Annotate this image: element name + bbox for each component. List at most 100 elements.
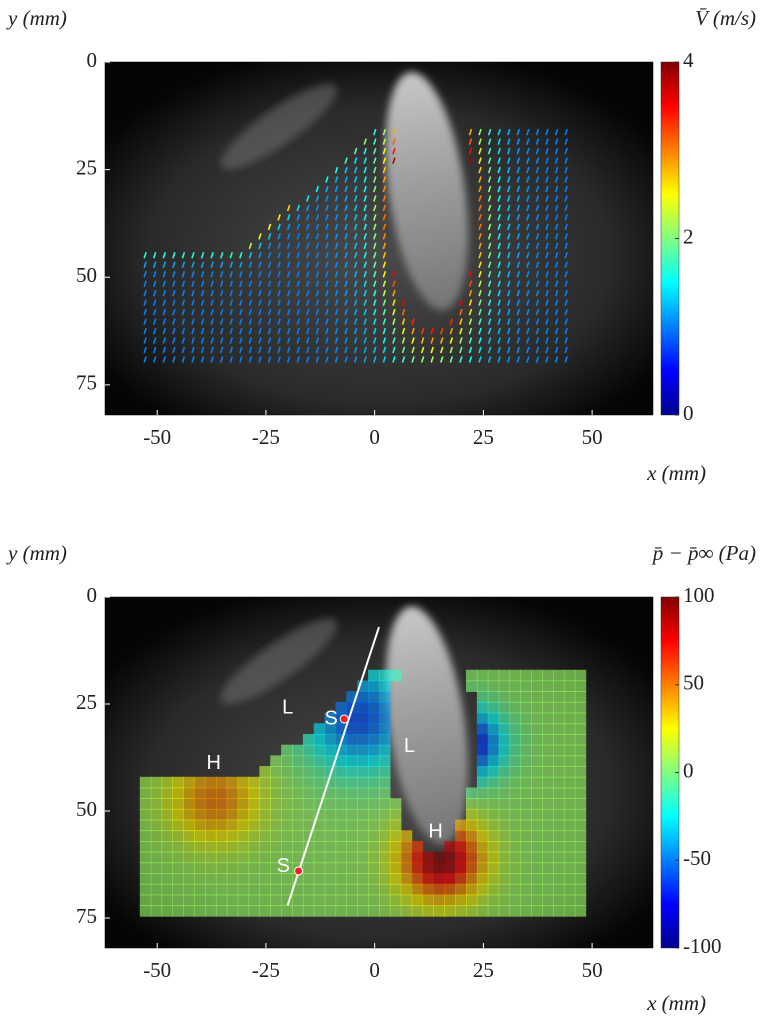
pressure-cell	[379, 787, 391, 799]
velocity-vector	[248, 299, 253, 306]
velocity-vector	[162, 261, 167, 269]
pressure-cell	[574, 862, 587, 874]
pressure-cell	[161, 787, 174, 799]
velocity-vector	[334, 280, 339, 287]
pressure-cell	[487, 883, 500, 896]
pressure-cell	[357, 894, 369, 906]
velocity-vector	[200, 299, 205, 306]
velocity-vector	[497, 299, 501, 306]
velocity-vector	[239, 308, 243, 316]
annotation: L	[404, 735, 415, 757]
velocity-vector	[363, 280, 367, 287]
pressure-cell	[520, 733, 532, 746]
velocity-vector	[516, 337, 521, 344]
pressure-cell	[357, 862, 369, 874]
velocity-vector	[392, 147, 396, 155]
velocity-vector	[554, 195, 559, 202]
velocity-vector	[468, 299, 473, 306]
smoke-plume	[385, 606, 469, 845]
velocity-vector	[382, 252, 387, 259]
x-axis-label: x (mm)	[646, 461, 706, 485]
pressure-cell	[313, 766, 326, 778]
velocity-vector	[382, 289, 387, 297]
pressure-cell	[270, 819, 282, 832]
velocity-vector	[468, 138, 473, 145]
pressure-cell	[379, 851, 391, 864]
velocity-vector	[468, 308, 473, 316]
pressure-cell	[542, 873, 554, 885]
velocity-vector	[382, 138, 387, 145]
pressure-cell	[520, 744, 532, 757]
pressure-cell	[552, 701, 565, 714]
velocity-vector	[526, 195, 530, 202]
pressure-cell	[498, 840, 511, 853]
velocity-vector	[315, 346, 320, 354]
velocity-vector	[325, 270, 329, 278]
velocity-vector	[152, 318, 157, 325]
colorbar-tick-label: 2	[683, 224, 694, 248]
velocity-vector	[497, 195, 501, 202]
velocity-vector	[172, 346, 176, 354]
velocity-vector	[497, 356, 501, 363]
velocity-vector	[267, 289, 272, 297]
velocity-vector	[267, 308, 272, 316]
pressure-cell	[226, 808, 239, 821]
velocity-vector	[392, 280, 396, 287]
pressure-cell	[194, 840, 206, 853]
velocity-vector	[258, 356, 262, 363]
pressure-cell	[313, 873, 326, 885]
pressure-cell	[183, 873, 195, 885]
velocity-vector	[564, 280, 568, 287]
pressure-cell	[259, 894, 271, 906]
velocity-vector	[172, 337, 176, 344]
velocity-vector	[535, 157, 540, 164]
pressure-cell	[150, 883, 163, 896]
velocity-vector	[545, 242, 549, 250]
pressure-cell	[248, 830, 261, 842]
velocity-vector	[248, 327, 253, 335]
pressure-cell	[509, 680, 521, 692]
pressure-cell	[194, 819, 206, 832]
velocity-vector	[296, 318, 300, 325]
pressure-cell	[552, 766, 565, 778]
velocity-vector	[382, 337, 387, 344]
pressure-cell	[259, 862, 271, 874]
velocity-vector	[373, 280, 377, 287]
pressure-cell	[281, 830, 293, 842]
velocity-vector	[277, 233, 281, 240]
y-tick-label: 25	[76, 155, 97, 179]
pressure-cell	[150, 873, 163, 885]
pressure-cell	[542, 691, 554, 703]
velocity-vector	[468, 128, 473, 136]
velocity-vector	[506, 356, 511, 363]
pressure-cell	[552, 830, 565, 842]
velocity-vector	[315, 299, 320, 306]
pressure-cell	[172, 894, 184, 906]
velocity-vector	[516, 242, 521, 250]
pressure-cell	[487, 680, 500, 692]
velocity-vector	[334, 299, 339, 306]
pressure-cell	[226, 819, 239, 832]
pressure-cell	[574, 840, 587, 853]
pressure-cell	[476, 701, 489, 714]
x-tick-label: 25	[473, 958, 494, 982]
pressure-cell	[302, 808, 315, 821]
velocity-vector	[325, 280, 329, 287]
velocity-vector	[564, 233, 568, 240]
pressure-cell	[520, 873, 532, 885]
pressure-cell	[498, 862, 511, 874]
velocity-vector	[516, 223, 521, 231]
pressure-cell	[226, 894, 239, 906]
velocity-vector	[506, 242, 511, 250]
pressure-cell	[161, 798, 174, 810]
pressure-cell	[270, 905, 282, 917]
velocity-vector	[315, 195, 320, 202]
velocity-vector	[439, 346, 444, 354]
pressure-cell	[379, 712, 391, 725]
pressure-cell	[552, 883, 565, 896]
velocity-vector	[526, 128, 530, 136]
section-line	[286, 626, 380, 906]
pressure-cell	[324, 862, 337, 874]
velocity-vector	[516, 261, 521, 269]
velocity-vector	[373, 337, 377, 344]
